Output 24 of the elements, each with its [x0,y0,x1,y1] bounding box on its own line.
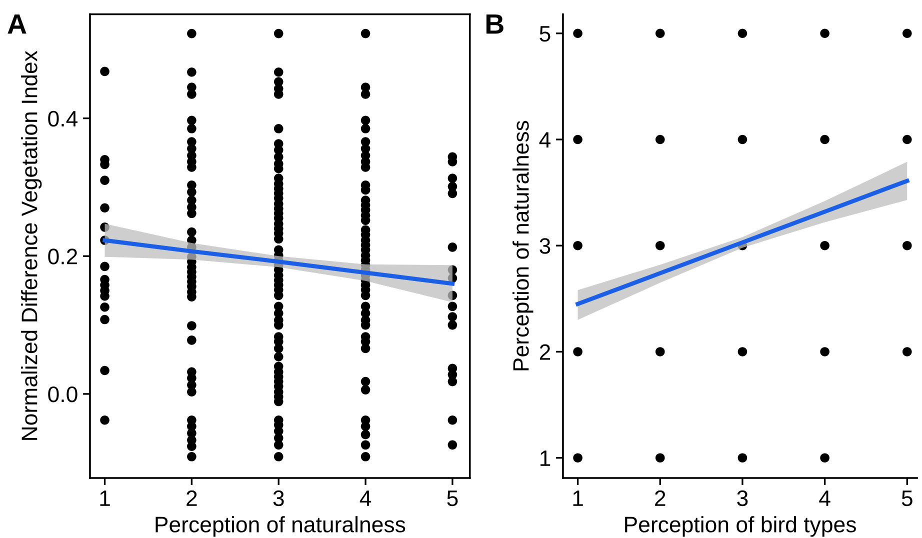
y-axis-title: Perception of naturalness [512,120,534,370]
y-tick-label: 0.2 [48,248,78,264]
y-tick-label: 3 [540,238,550,254]
x-tick-label: 4 [819,490,830,506]
text: B [486,14,504,34]
x-tick-label: 3 [273,490,284,506]
y-axis-title: Normalized Difference Vegetation Index [21,50,42,440]
x-tick-label: 5 [447,490,458,506]
y-tick-label: 1 [540,450,550,466]
y-tick-label: 0.4 [48,110,78,127]
x-axis-title: Perception of bird types [625,516,856,537]
x-tick-label: 2 [186,490,197,506]
x-tick-label: 5 [902,490,912,506]
y-tick-label: 5 [540,26,550,42]
x-tick-label: 1 [100,490,110,506]
x-tick-label: 1 [573,490,583,506]
x-tick-label: 4 [360,490,372,506]
y-tick-label: 0.0 [48,386,78,402]
y-tick-label: 2 [540,344,550,360]
text: A [8,14,26,34]
x-tick-label: 2 [655,490,666,506]
y-tick-label: 4 [539,132,551,148]
x-axis-title: Perception of naturalness [156,516,406,537]
x-tick-label: 3 [737,490,748,506]
